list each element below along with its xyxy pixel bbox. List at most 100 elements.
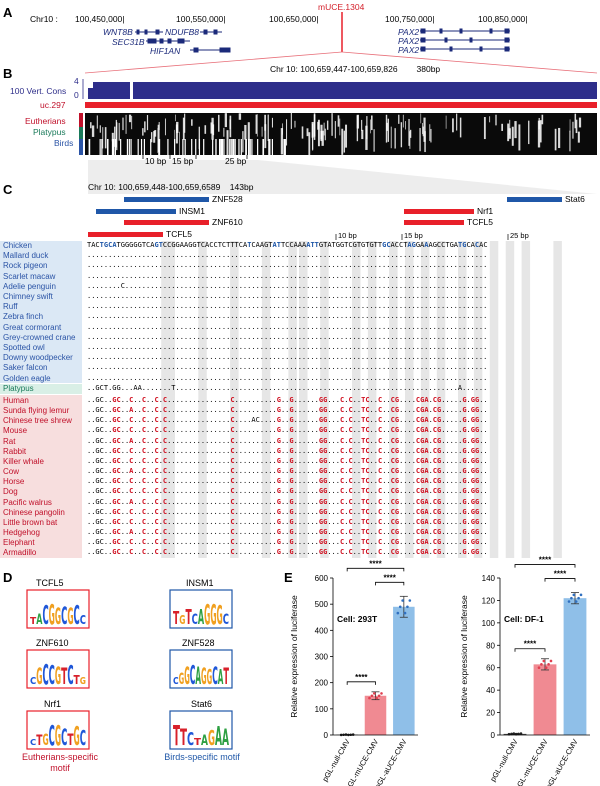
bar-pGL-aUCE-CMV — [393, 606, 415, 735]
gene-model-ndufb8 — [200, 29, 222, 35]
gene-pax2-3: PAX2 — [398, 45, 420, 55]
data-point — [537, 666, 541, 670]
svg-text:G: G — [201, 665, 207, 690]
muce-highlight-label: mUCE.1304 — [318, 2, 365, 12]
gene-hif1an: HIF1AN — [150, 46, 181, 56]
seq-row-mammal-8: ..GC..GC..C..C..C.C...............C.....… — [87, 477, 488, 486]
svg-text:C: C — [190, 661, 196, 691]
svg-text:C: C — [49, 719, 55, 752]
ytick-label: 300 — [315, 653, 329, 662]
data-point — [375, 696, 379, 700]
seq-row-mammal-11: ..GC..GC..C..C..C.C...............C.....… — [87, 507, 488, 516]
species-cow: Cow — [3, 467, 20, 477]
region-size-b: 380bp — [416, 64, 441, 74]
data-point — [512, 732, 516, 735]
data-point — [398, 605, 402, 609]
coord-tick-3: 100,650,000| — [269, 14, 319, 24]
svg-text:C: C — [61, 726, 67, 751]
svg-text:G: G — [80, 676, 86, 687]
significance-bracket — [514, 564, 576, 568]
y-axis-label: Relative expression of luciferase — [459, 595, 469, 718]
motif-label-znf610: ZNF610 — [212, 217, 243, 227]
data-point — [570, 596, 573, 600]
svg-text:C: C — [173, 676, 179, 687]
ytick-label: 120 — [482, 596, 496, 605]
svg-text:A: A — [215, 722, 222, 752]
species-human: Human — [3, 396, 29, 405]
svg-text:T: T — [61, 665, 67, 690]
svg-text:C: C — [49, 661, 55, 691]
data-point — [403, 611, 407, 615]
species-grey-crowned-crane: Grey-crowned crane — [3, 332, 76, 342]
motif-bar-stat6 — [507, 197, 562, 202]
data-point — [517, 732, 520, 736]
data-point — [547, 663, 550, 666]
data-point — [572, 593, 576, 597]
data-point — [370, 694, 374, 698]
species-little-brown-bat: Little brown bat — [3, 517, 58, 527]
ytick-label: 400 — [315, 626, 329, 635]
eutherian-motif-caption: Eutherians-specific motif — [21, 752, 99, 773]
cons-track-label: 100 Vert. Cons — [10, 86, 67, 96]
bar-pGL-mUCE-CMV — [364, 695, 387, 735]
scale-15bp-c: 15 bp — [404, 231, 423, 240]
svg-text:A: A — [195, 662, 201, 690]
ytick-label: 60 — [486, 664, 495, 673]
data-point — [510, 732, 513, 736]
svg-text:G: G — [179, 613, 185, 627]
significance-bracket — [514, 648, 546, 652]
ytick-label: 100 — [315, 705, 329, 714]
species-zebra-finch: Zebra finch — [3, 312, 44, 322]
seq-row-mammal-1: ..GC..GC..A..C..C.C...............C.....… — [87, 406, 488, 415]
seq-row-bird-4: ........C...............................… — [87, 281, 488, 290]
svg-text:G: G — [210, 598, 216, 631]
svg-text:C: C — [187, 729, 194, 750]
bar-pGL-mUCE-CMV — [533, 664, 557, 735]
chart-2: 0 20 40 60 80 100 120 140 Relative expression of… — [459, 556, 590, 786]
conservation-track — [85, 80, 597, 99]
significance-label: **** — [539, 556, 552, 565]
svg-text:G: G — [208, 726, 215, 750]
coord-tick-1: 100,450,000| — [75, 14, 125, 24]
motif-bar-tcfl5-a — [88, 232, 163, 237]
seq-row-mammal-2: ..GC..GC..C..C..C.C...............C....A… — [87, 416, 488, 425]
svg-text:A: A — [201, 733, 208, 749]
motif-label-nrf1: Nrf1 — [477, 206, 494, 216]
svg-text:C: C — [42, 658, 48, 691]
species-great-cormorant: Great cormorant — [3, 322, 62, 332]
species-killer-whale: Killer whale — [3, 456, 44, 466]
bird-motif-caption: Birds-specific motif — [164, 752, 240, 762]
logo-title-znf528: ZNF528 — [182, 638, 215, 648]
data-point — [544, 666, 548, 670]
seq-row-bird-6: ........................................… — [87, 302, 488, 311]
coord-tick-4: 100,750,000| — [385, 14, 435, 24]
ytick-label: 600 — [315, 574, 329, 583]
svg-text:C: C — [30, 676, 36, 687]
data-point — [377, 694, 381, 698]
category-label: pGL-null-CMV — [320, 738, 352, 784]
motif-bar-insm1 — [96, 209, 176, 214]
cons-ymin: 0 — [74, 90, 79, 100]
scale-15bp-b: 15 bp — [172, 156, 194, 166]
svg-text:G: G — [74, 722, 80, 752]
species-dog: Dog — [3, 487, 18, 497]
seq-row-bird-9: ........................................… — [87, 332, 488, 341]
svg-text:G: G — [42, 730, 48, 749]
coord-tick-2: 100,550,000| — [176, 14, 226, 24]
gene-pax2-1: PAX2 — [398, 27, 420, 37]
track-birds: Birds — [54, 138, 74, 148]
species-downy-woodpecker: Downy woodpecker — [3, 353, 73, 363]
significance-bracket — [544, 578, 576, 582]
seq-row-bird-7: ........................................… — [87, 312, 488, 321]
seq-row-mammal-10: ..GC..GC..A..C..C.C...............C.....… — [87, 497, 488, 506]
significance-label: **** — [369, 559, 382, 568]
significance-bracket — [375, 581, 405, 586]
region-size-c: 143bp — [229, 182, 254, 192]
species-ruff: Ruff — [3, 302, 18, 312]
svg-text:T: T — [67, 730, 73, 749]
svg-text:T: T — [74, 673, 81, 687]
cons-ymax: 4 — [74, 76, 79, 86]
svg-text:G: G — [55, 605, 61, 630]
svg-text:G: G — [36, 665, 42, 690]
